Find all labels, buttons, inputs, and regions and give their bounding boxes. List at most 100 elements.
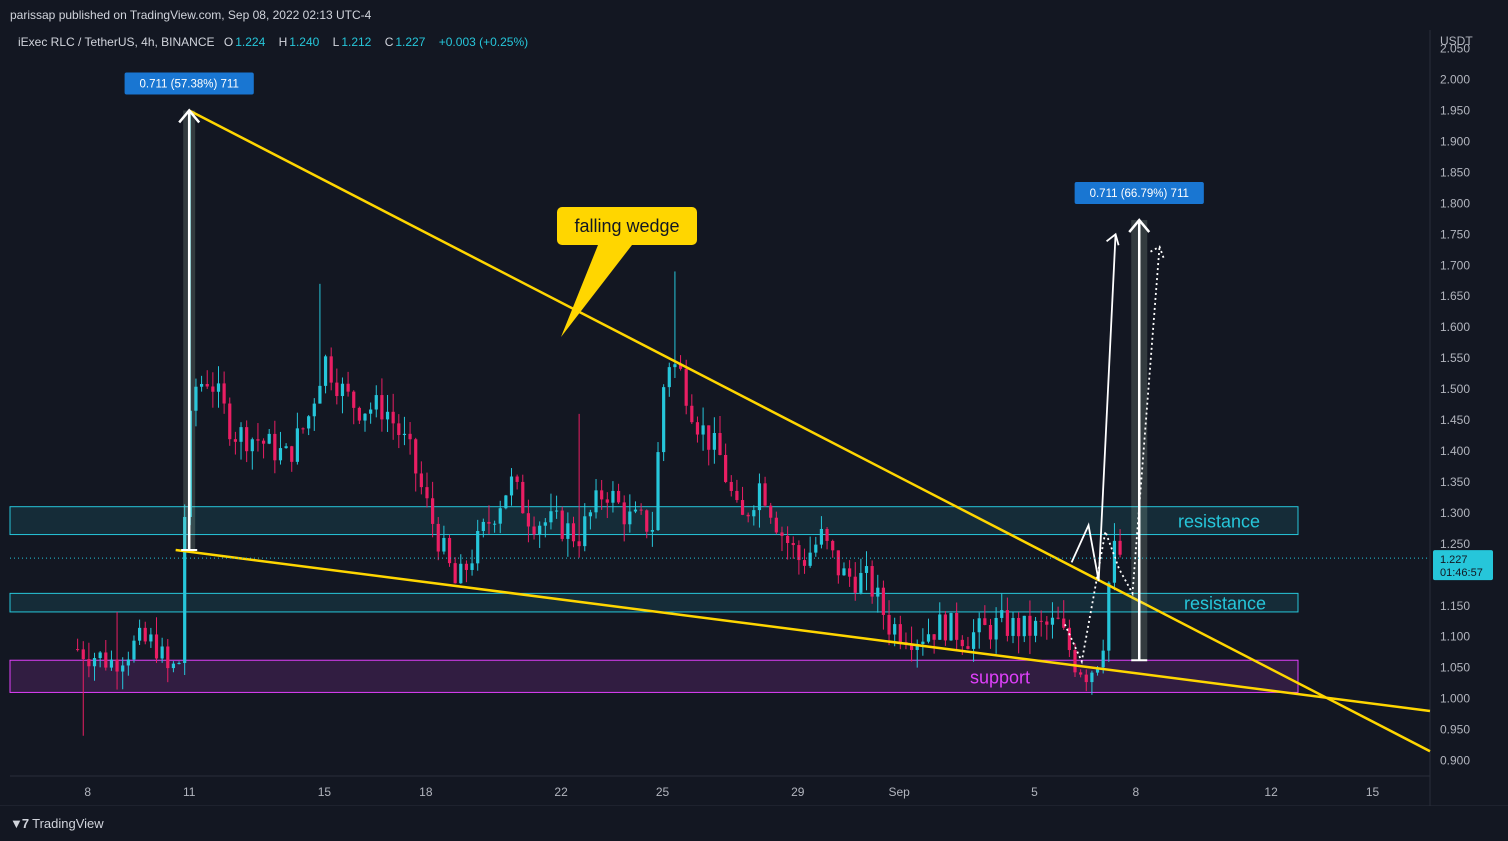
price-tick-label: 1.650 (1440, 289, 1470, 303)
candle-body (752, 510, 756, 517)
candle-body (1017, 617, 1021, 637)
candle-body (205, 383, 209, 387)
candle-body (577, 541, 581, 547)
candle-body (735, 490, 739, 501)
high-value: 1.240 (289, 35, 320, 49)
price-tick-label: 1.400 (1440, 444, 1470, 458)
candle-body (273, 433, 277, 461)
candle-body (780, 532, 784, 536)
candle-body (605, 499, 609, 503)
price-tick-label: 1.000 (1440, 692, 1470, 706)
candle-body (301, 428, 305, 430)
candle-body (98, 652, 102, 659)
candle-body (1050, 617, 1055, 625)
candle-body (442, 537, 446, 552)
candle-body (414, 439, 418, 474)
candle-body (346, 383, 350, 392)
candle-body (199, 383, 204, 387)
candle-body (1107, 582, 1111, 651)
candle-body (802, 560, 807, 566)
price-tick-label: 0.950 (1440, 723, 1470, 737)
falling-wedge-label: falling wedge (574, 216, 679, 236)
candle-body (667, 367, 671, 388)
candle-body (278, 448, 283, 461)
tradingview-logo[interactable]: ▼7 TradingView (10, 816, 104, 831)
candles (76, 110, 1122, 736)
candle-body (583, 516, 587, 547)
candle-body (357, 407, 361, 421)
candle-body (1090, 672, 1094, 683)
candle-body (380, 395, 384, 420)
resistance-zone (9, 592, 1299, 613)
candle-body (966, 646, 970, 649)
candle-body (233, 439, 237, 442)
price-tick-label: 1.700 (1440, 258, 1470, 272)
candle-body (819, 528, 824, 545)
candle-body (718, 433, 722, 455)
candle-body (323, 356, 328, 386)
price-tick-label: 1.850 (1440, 165, 1470, 179)
resistance-lower-label: resistance (1184, 594, 1266, 614)
candle-body (808, 552, 812, 566)
candle-body (881, 587, 886, 615)
candle-body (549, 511, 553, 523)
time-tick-label: 12 (1264, 785, 1278, 799)
candle-body (943, 614, 947, 641)
candle-body (431, 498, 435, 524)
price-tick-label: 2.050 (1440, 42, 1470, 56)
candle-body (1000, 610, 1004, 618)
price-tick-label: 1.500 (1440, 382, 1470, 396)
candle-body (633, 509, 638, 512)
price-tick-label: 1.350 (1440, 475, 1470, 489)
price-tag-countdown: 01:46:57 (1440, 567, 1483, 579)
low-label: L (332, 35, 340, 49)
candle-body (628, 511, 632, 525)
candle-body (909, 644, 914, 651)
time-tick-label: 11 (183, 785, 196, 799)
candle-body (763, 483, 767, 506)
candle-body (836, 550, 840, 576)
close-label: C (384, 35, 394, 49)
candle-body (1079, 672, 1083, 675)
candle-body (267, 433, 271, 444)
candle-body (295, 428, 299, 462)
candle-body (560, 510, 564, 539)
candle-body (791, 543, 795, 546)
measure-left-label-text: 0.711 (57.38%) 711 (140, 78, 239, 90)
candle-body (695, 422, 700, 435)
publisher-line: parissap published on TradingView.com, S… (10, 8, 372, 22)
candle-body (166, 646, 170, 669)
candle-body (932, 634, 936, 640)
time-tick-label: 5 (1031, 785, 1038, 799)
price-tick-label: 1.950 (1440, 103, 1470, 117)
candle-body (853, 576, 857, 593)
candle-body (526, 513, 531, 527)
measure-left-label-bg (124, 72, 254, 95)
candle-body (684, 368, 688, 406)
price-tick-label: 1.750 (1440, 227, 1470, 241)
candle-body (842, 568, 846, 576)
candle-body (701, 425, 705, 435)
projection-solid-arrowhead (1106, 232, 1120, 246)
candle-body (926, 634, 931, 642)
price-tick-label: 2.000 (1440, 73, 1470, 87)
time-tick-label: 8 (1133, 785, 1140, 799)
candle-body (391, 411, 395, 424)
candle-body (290, 446, 294, 462)
candle-body (459, 563, 463, 584)
candle-body (1095, 667, 1100, 673)
close-value: 1.227 (395, 35, 426, 49)
candle-body (1062, 618, 1066, 628)
candle-body (707, 425, 711, 450)
candle-body (160, 646, 164, 659)
price-tick-label: 1.050 (1440, 661, 1470, 675)
candle-body (1028, 615, 1032, 636)
candle-body (419, 473, 423, 488)
candle-body (245, 427, 249, 452)
time-tick-label: 15 (1366, 785, 1380, 799)
candle-body (149, 634, 153, 642)
candle-body (1112, 540, 1117, 583)
price-tick-label: 1.100 (1440, 630, 1470, 644)
